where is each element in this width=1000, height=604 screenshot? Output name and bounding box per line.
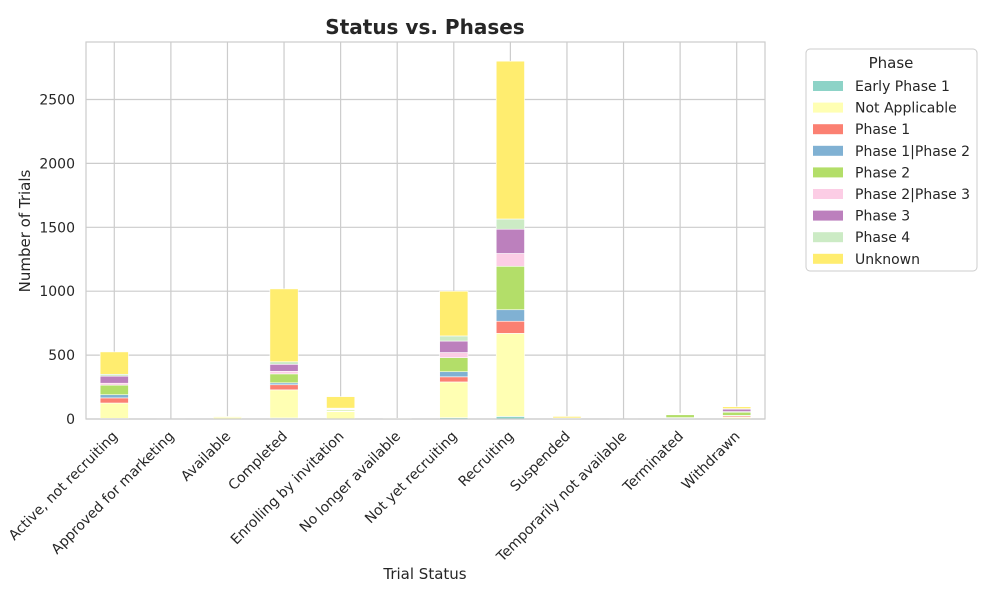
x-tick-label: Enrolling by invitation (228, 429, 348, 549)
legend-entry: Not Applicable (855, 101, 957, 117)
bar-segment (552, 416, 582, 419)
legend-entry: Phase 4 (855, 230, 910, 246)
x-tick-label: Available (178, 429, 234, 485)
bar-segment (439, 381, 469, 419)
y-tick-label: 1500 (39, 220, 75, 236)
bar-segment (495, 320, 525, 334)
bars (99, 60, 752, 420)
legend-swatch (813, 232, 843, 243)
legend-entry: Unknown (855, 252, 920, 268)
legend-swatch (813, 102, 843, 113)
bar-segment (722, 411, 752, 416)
bar-segment (665, 412, 695, 415)
legend-swatch (813, 189, 843, 199)
bar-segment (269, 389, 299, 419)
y-tick-label: 500 (48, 348, 75, 364)
x-tick-label: Approved for marketing (49, 429, 178, 558)
bar-segment (99, 397, 129, 404)
bar-segment (269, 384, 299, 391)
bar-segment (495, 228, 525, 254)
bar-segment (99, 394, 129, 399)
bar-segment (269, 364, 299, 372)
bar-segment (495, 265, 525, 311)
x-tick-label: Active, not recruiting (6, 429, 121, 544)
bar-segment (439, 376, 469, 383)
bar-segment (213, 416, 242, 418)
bar-segment (722, 406, 752, 409)
legend-swatch (813, 145, 843, 156)
bar-segment (495, 253, 525, 267)
x-axis-label: Trial Status (382, 565, 466, 583)
legend: Phase Early Phase 1 Not Applicable Phase 1… (805, 48, 978, 272)
bar-segment (269, 371, 299, 375)
y-axis-label: Number of Trials (16, 169, 34, 292)
legend-swatch (813, 81, 843, 91)
bar-segment (495, 60, 525, 220)
bar-segment (495, 333, 525, 417)
y-tick-label: 2500 (39, 93, 75, 109)
x-tick-label: Recruiting (456, 429, 518, 491)
bar-segment (326, 396, 356, 409)
bar-segment (99, 375, 129, 384)
bar-segment (495, 309, 525, 322)
legend-swatch (813, 167, 843, 178)
y-tick-labels: 0 500 1000 1500 2000 2500 (39, 93, 75, 428)
bar-segment (439, 290, 469, 337)
chart-title: Status vs. Phases (325, 15, 524, 39)
legend-swatch (813, 253, 843, 264)
bar-segment (99, 351, 129, 375)
bar-segment (99, 402, 129, 419)
legend-frame (805, 48, 978, 272)
legend-entry: Early Phase 1 (855, 79, 950, 95)
bar-segment (439, 352, 469, 358)
bar-segment (269, 361, 299, 365)
bar-segment (269, 288, 299, 363)
legend-swatch (813, 124, 843, 135)
plot-frame (85, 41, 766, 420)
bar-segment (269, 373, 299, 384)
legend-entry: Phase 2|Phase 3 (855, 187, 970, 203)
y-tick-label: 2000 (39, 156, 75, 172)
legend-swatch (813, 210, 843, 221)
legend-entry: Phase 3 (855, 209, 910, 225)
bar-segment (439, 371, 469, 378)
bar-segment (495, 218, 525, 230)
y-tick-label: 1000 (39, 284, 75, 300)
bar-segment (99, 384, 129, 396)
legend-title: Phase (869, 54, 914, 72)
bar-segment (326, 411, 356, 420)
x-tick-label: Terminated (620, 429, 687, 496)
bar-segment (439, 357, 469, 373)
legend-entry: Phase 1 (855, 122, 910, 138)
x-tick-label: No longer available (297, 429, 404, 536)
x-tick-label: Withdrawn (679, 429, 744, 494)
bar-segment (439, 340, 469, 353)
bar-segment (439, 335, 469, 342)
legend-entry: Phase 1|Phase 2 (855, 144, 970, 160)
plot-background (86, 42, 765, 419)
y-tick-label: 0 (66, 412, 75, 428)
legend-entry: Phase 2 (855, 165, 910, 181)
